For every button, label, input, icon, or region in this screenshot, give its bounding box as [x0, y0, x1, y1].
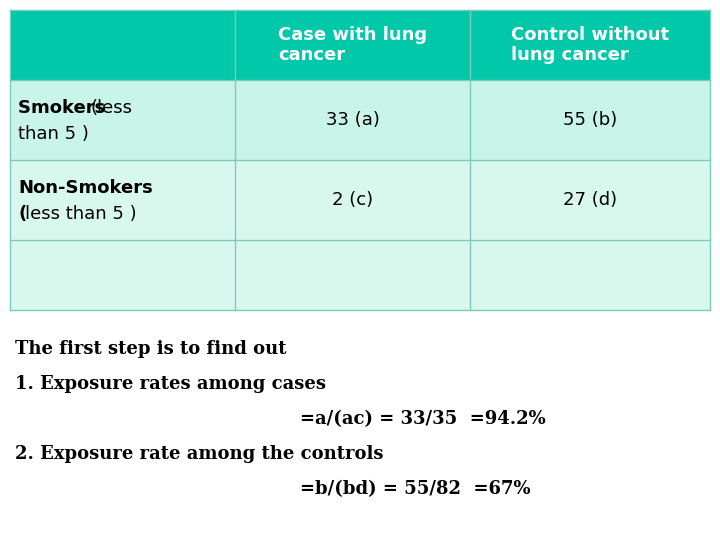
Text: Case with lung
cancer: Case with lung cancer	[278, 25, 427, 64]
Text: 55 (b): 55 (b)	[563, 111, 617, 129]
Text: =b/(bd) = 55/82  =67%: =b/(bd) = 55/82 =67%	[300, 480, 531, 498]
Text: (less: (less	[90, 99, 132, 117]
Text: than 5 ): than 5 )	[18, 125, 89, 143]
Text: Control without
lung cancer: Control without lung cancer	[511, 25, 669, 64]
Text: less than 5 ): less than 5 )	[25, 205, 137, 223]
Text: 27 (d): 27 (d)	[563, 191, 617, 209]
Bar	[10, 80, 710, 160]
Text: Smokers: Smokers	[18, 99, 112, 117]
Bar	[10, 10, 710, 80]
Text: =a/(ac) = 33/35  =94.2%: =a/(ac) = 33/35 =94.2%	[300, 410, 546, 428]
Bar	[10, 160, 710, 240]
Text: (: (	[18, 205, 26, 223]
Text: 1. Exposure rates among cases: 1. Exposure rates among cases	[15, 375, 326, 393]
Text: 33 (a): 33 (a)	[325, 111, 379, 129]
Text: 2 (c): 2 (c)	[332, 191, 373, 209]
Bar	[10, 240, 710, 310]
Text: 2. Exposure rate among the controls: 2. Exposure rate among the controls	[15, 445, 384, 463]
Text: Non-Smokers: Non-Smokers	[18, 179, 153, 197]
Text: The first step is to find out: The first step is to find out	[15, 340, 287, 358]
